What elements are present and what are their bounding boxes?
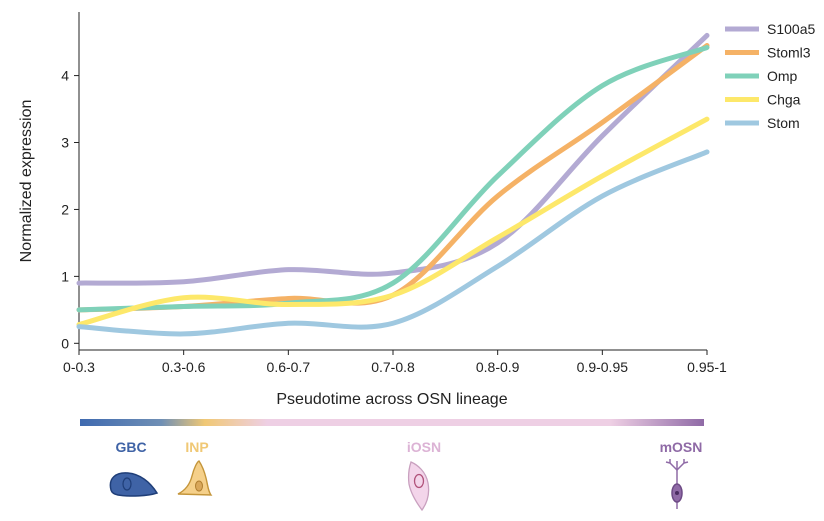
- gbc-cell-icon: [109, 472, 159, 497]
- legend-label-chga: Chga: [767, 92, 801, 108]
- stage-label-inp: INP: [185, 439, 208, 455]
- legend-label-stoml3: Stoml3: [767, 45, 811, 61]
- y-tick-label: 1: [61, 268, 69, 284]
- series-line-stom: [76, 149, 710, 337]
- y-axis-title: Normalized expression: [18, 100, 35, 263]
- x-tick-label: 0.6-0.7: [267, 359, 311, 375]
- y-tick-label: 3: [61, 135, 69, 151]
- x-tick-label: 0.8-0.9: [476, 359, 520, 375]
- stage-label-iosn: iOSN: [407, 439, 441, 455]
- series-line-s100a5: [76, 32, 710, 286]
- x-tick-label: 0.7-0.8: [371, 359, 415, 375]
- x-tick-label: 0.3-0.6: [162, 359, 206, 375]
- stage-label-mosn: mOSN: [660, 439, 703, 455]
- series-lines: [76, 32, 710, 337]
- inp-cell-icon: [177, 460, 213, 496]
- series-line-chga: [76, 116, 710, 328]
- x-ticks: 0-0.3 0.3-0.6 0.6-0.7 0.7-0.8 0.8-0.9 0.9-0.9…: [63, 350, 727, 375]
- legend-label-omp: Omp: [767, 68, 798, 84]
- x-tick-label: 0-0.3: [63, 359, 95, 375]
- stage-label-gbc: GBC: [115, 439, 146, 455]
- series-line-omp: [76, 44, 710, 313]
- iosn-cell-icon: [407, 461, 430, 512]
- legend-label-stom: Stom: [767, 115, 800, 131]
- x-axis-title: Pseudotime across OSN lineage: [276, 391, 507, 408]
- lineage-gradient-bar: [80, 419, 704, 426]
- y-tick-label: 0: [61, 335, 69, 351]
- x-tick-label: 0.95-1: [687, 359, 727, 375]
- y-tick-label: 4: [61, 68, 69, 84]
- x-tick-label: 0.9-0.95: [577, 359, 629, 375]
- mosn-cell-icon: [665, 459, 689, 509]
- series-line-stoml3: [76, 42, 710, 313]
- legend-label-s100a5: S100a5: [767, 21, 815, 37]
- y-tick-label: 2: [61, 201, 69, 217]
- y-ticks: 0 1 2 3 4: [61, 68, 79, 351]
- legend: S100a5 Stoml3 Omp Chga Stom: [725, 21, 815, 131]
